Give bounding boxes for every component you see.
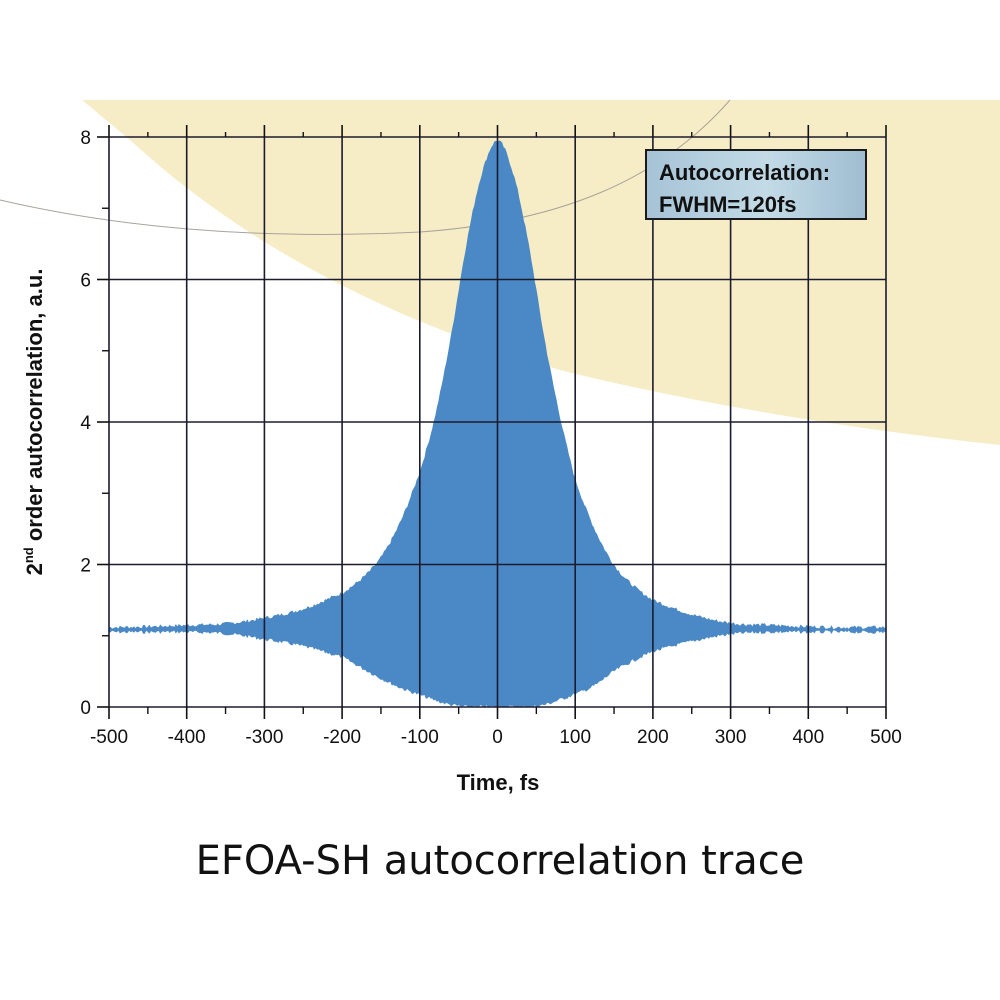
x-tick-label: 300 bbox=[715, 727, 747, 748]
x-tick-label: 0 bbox=[492, 727, 503, 748]
figure-caption: EFOA-SH autocorrelation trace bbox=[195, 838, 805, 884]
x-tick-label: 400 bbox=[792, 727, 824, 748]
x-tick-label: -300 bbox=[245, 727, 283, 748]
y-axis-title-superscript: nd bbox=[21, 547, 36, 563]
x-tick-label: -400 bbox=[168, 727, 206, 748]
y-tick-label: 8 bbox=[80, 128, 91, 149]
x-tick-label: -200 bbox=[323, 727, 361, 748]
grid-lines bbox=[108, 136, 887, 708]
y-axis-title-rest: order autocorrelation, a.u. bbox=[22, 269, 47, 548]
x-tick-label: -100 bbox=[401, 727, 439, 748]
y-axis-title: 2nd order autocorrelation, a.u. bbox=[21, 269, 47, 576]
y-tick-label: 2 bbox=[80, 556, 91, 577]
y-tick-label: 6 bbox=[80, 271, 91, 292]
y-axis-title-base: 2 bbox=[22, 563, 47, 575]
x-tick-label: -500 bbox=[90, 727, 128, 748]
x-tick-label: 500 bbox=[870, 727, 902, 748]
y-tick-label: 0 bbox=[80, 698, 91, 719]
annotation-line-1: Autocorrelation: bbox=[659, 160, 831, 185]
axis-ticks bbox=[97, 125, 887, 719]
x-tick-labels: -500 -400 -300 -200 -100 0 100 200 300 400 500 bbox=[90, 727, 902, 748]
x-axis-title: Time, fs bbox=[457, 770, 540, 795]
annotation-line-2: FWHM=120fs bbox=[659, 192, 797, 217]
fwhm-annotation-box: Autocorrelation: FWHM=120fs bbox=[645, 149, 867, 220]
x-tick-label: 200 bbox=[637, 727, 669, 748]
y-tick-label: 4 bbox=[80, 413, 91, 434]
x-tick-label: 100 bbox=[559, 727, 591, 748]
y-tick-labels: 0 2 4 6 8 bbox=[80, 128, 91, 719]
